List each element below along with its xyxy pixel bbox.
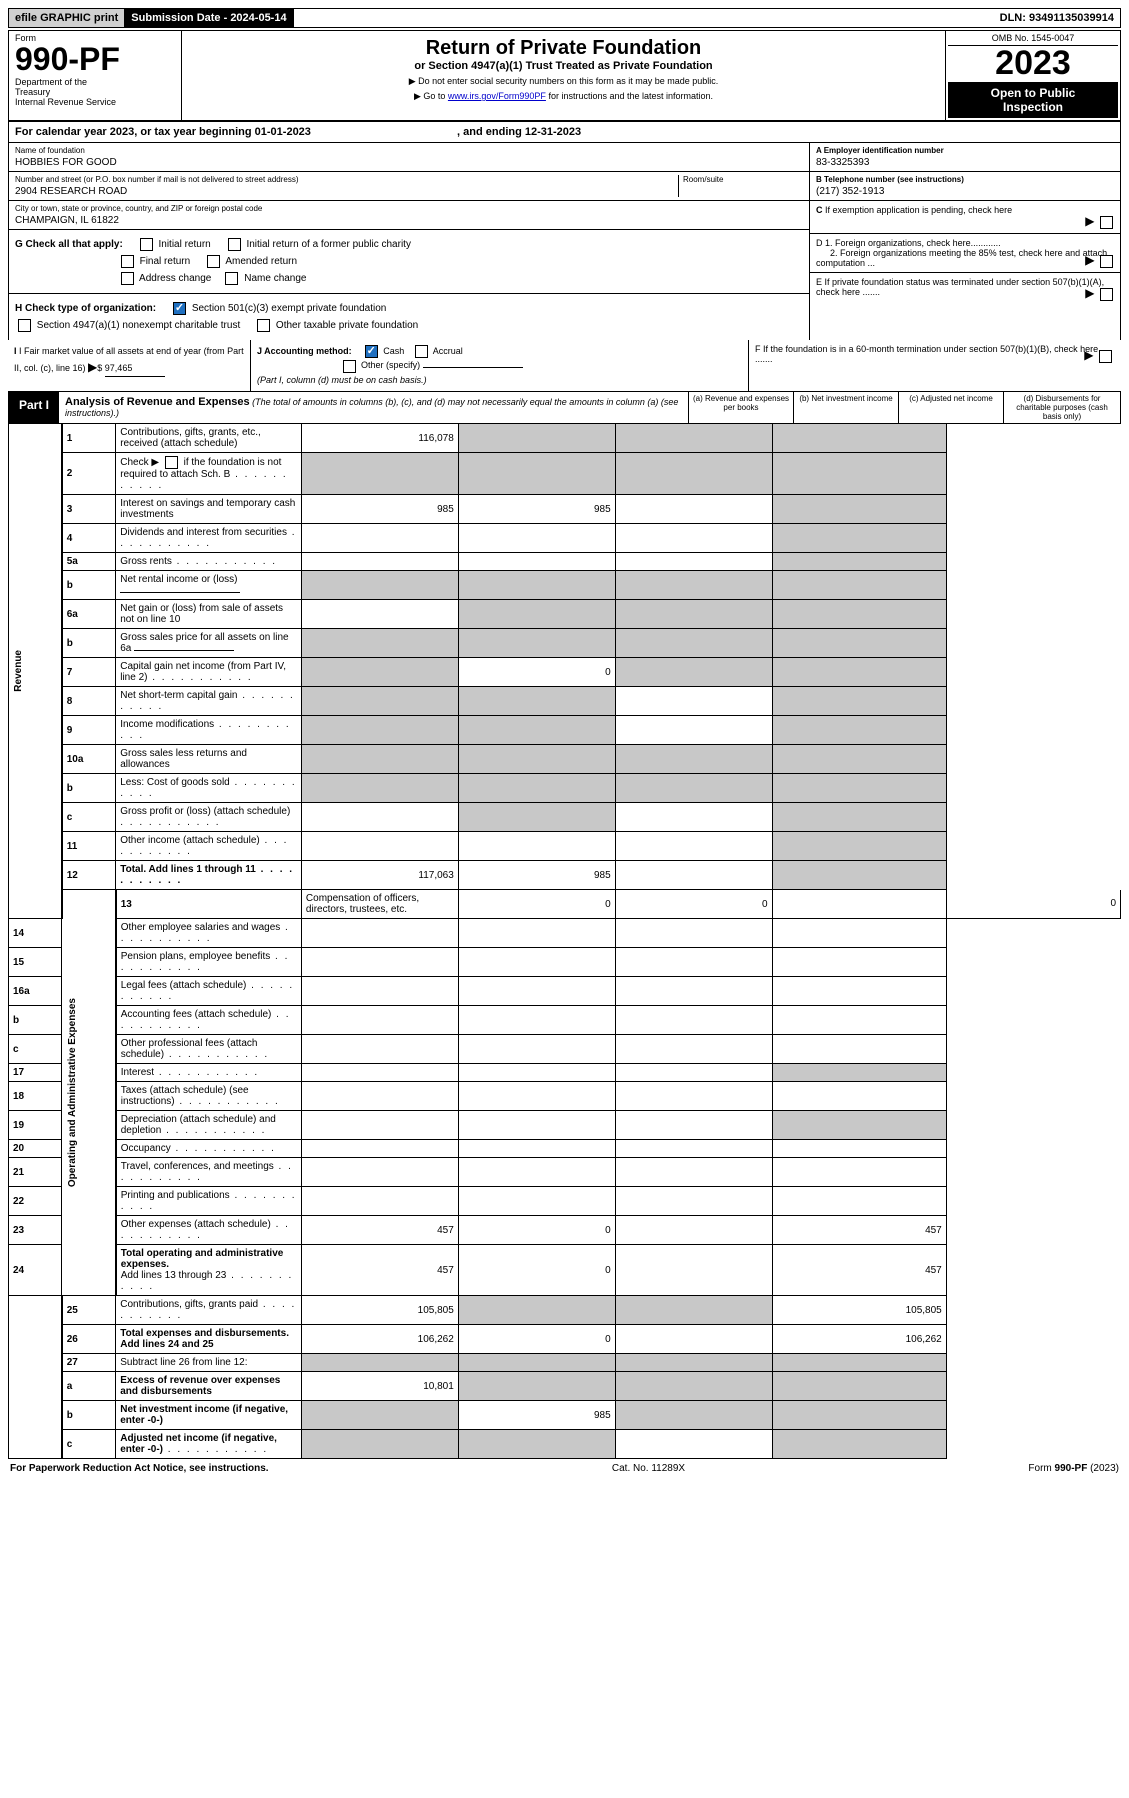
col-c-header: (c) Adjusted net income (898, 392, 1003, 423)
f-text: F If the foundation is in a 60-month ter… (755, 344, 1098, 364)
room-label: Room/suite (683, 175, 803, 184)
footer-right: Form 990-PF (2023) (1028, 1463, 1119, 1474)
form-title: Return of Private Foundation (188, 37, 939, 60)
open-public: Open to PublicInspection (948, 82, 1118, 118)
ein-label: A Employer identification number (816, 146, 1114, 155)
checkbox-other-method[interactable] (343, 360, 356, 373)
page-footer: For Paperwork Reduction Act Notice, see … (8, 1459, 1121, 1478)
checkbox-final-return[interactable] (121, 255, 134, 268)
d1-text: D 1. Foreign organizations, check here..… (816, 238, 1001, 248)
checkbox-f[interactable] (1099, 350, 1112, 363)
revenue-label: Revenue (13, 650, 24, 692)
checkbox-name-change[interactable] (225, 272, 238, 285)
dept-treasury: Department of theTreasuryInternal Revenu… (15, 77, 175, 107)
checkbox-amended[interactable] (207, 255, 220, 268)
checkbox-other-taxable[interactable] (257, 319, 270, 332)
checkbox-accrual[interactable] (415, 345, 428, 358)
section-h: H Check type of organization: ✓ Section … (9, 294, 809, 340)
expenses-label: Operating and Administrative Expenses (67, 998, 78, 1187)
addr-label: Number and street (or P.O. box number if… (15, 175, 678, 184)
e-text: E If private foundation status was termi… (816, 277, 1104, 297)
checkbox-initial-return[interactable] (140, 238, 153, 251)
checkbox-501c3[interactable]: ✓ (173, 302, 186, 315)
form-number: 990-PF (15, 43, 175, 75)
checkbox-cash[interactable]: ✓ (365, 345, 378, 358)
top-bar: efile GRAPHIC print Submission Date - 20… (8, 8, 1121, 28)
part1-label: Part I (9, 392, 59, 423)
calendar-year-row: For calendar year 2023, or tax year begi… (8, 122, 1121, 143)
part1-header: Part I Analysis of Revenue and Expenses … (8, 392, 1121, 424)
part1-table: Revenue 1Contributions, gifts, grants, e… (8, 424, 1121, 1459)
fmv-value: 97,465 (105, 361, 165, 376)
submission-date: Submission Date - 2024-05-14 (125, 9, 293, 27)
checkbox-initial-public[interactable] (228, 238, 241, 251)
efile-print-button[interactable]: efile GRAPHIC print (9, 9, 125, 27)
form-link[interactable]: www.irs.gov/Form990PF (448, 91, 546, 101)
form-header: Form 990-PF Department of theTreasuryInt… (8, 30, 1121, 122)
row-ijf: I I Fair market value of all assets at e… (8, 340, 1121, 392)
info-grid: Name of foundation HOBBIES FOR GOOD Numb… (8, 143, 1121, 340)
foundation-name: HOBBIES FOR GOOD (15, 157, 803, 168)
city-label: City or town, state or province, country… (15, 204, 803, 213)
instr-2: ▶ Go to www.irs.gov/Form990PF for instru… (188, 91, 939, 102)
col-d-header: (d) Disbursements for charitable purpose… (1003, 392, 1120, 423)
phone-value: (217) 352-1913 (816, 186, 1114, 197)
checkbox-4947[interactable] (18, 319, 31, 332)
tax-year: 2023 (948, 46, 1118, 80)
checkbox-c[interactable] (1100, 216, 1113, 229)
checkbox-d2[interactable] (1100, 255, 1113, 268)
dln: DLN: 93491135039914 (994, 9, 1120, 27)
c-label: If exemption application is pending, che… (825, 205, 1012, 215)
checkbox-address-change[interactable] (121, 272, 134, 285)
checkbox-e[interactable] (1100, 288, 1113, 301)
footer-mid: Cat. No. 11289X (612, 1463, 685, 1474)
j-note: (Part I, column (d) must be on cash basi… (257, 375, 427, 385)
col-a-header: (a) Revenue and expenses per books (688, 392, 793, 423)
section-g: G Check all that apply: Initial return I… (9, 230, 809, 294)
city-state-zip: CHAMPAIGN, IL 61822 (15, 215, 803, 226)
ein-value: 83-3325393 (816, 157, 1114, 168)
name-label: Name of foundation (15, 146, 803, 155)
checkbox-schb[interactable] (165, 456, 178, 469)
phone-label: B Telephone number (see instructions) (816, 175, 1114, 184)
street-address: 2904 RESEARCH ROAD (15, 186, 678, 197)
instr-1: ▶ Do not enter social security numbers o… (188, 76, 939, 87)
form-subtitle: or Section 4947(a)(1) Trust Treated as P… (188, 60, 939, 72)
col-b-header: (b) Net investment income (793, 392, 898, 423)
footer-left: For Paperwork Reduction Act Notice, see … (10, 1463, 269, 1474)
d2-text: 2. Foreign organizations meeting the 85%… (816, 248, 1107, 268)
